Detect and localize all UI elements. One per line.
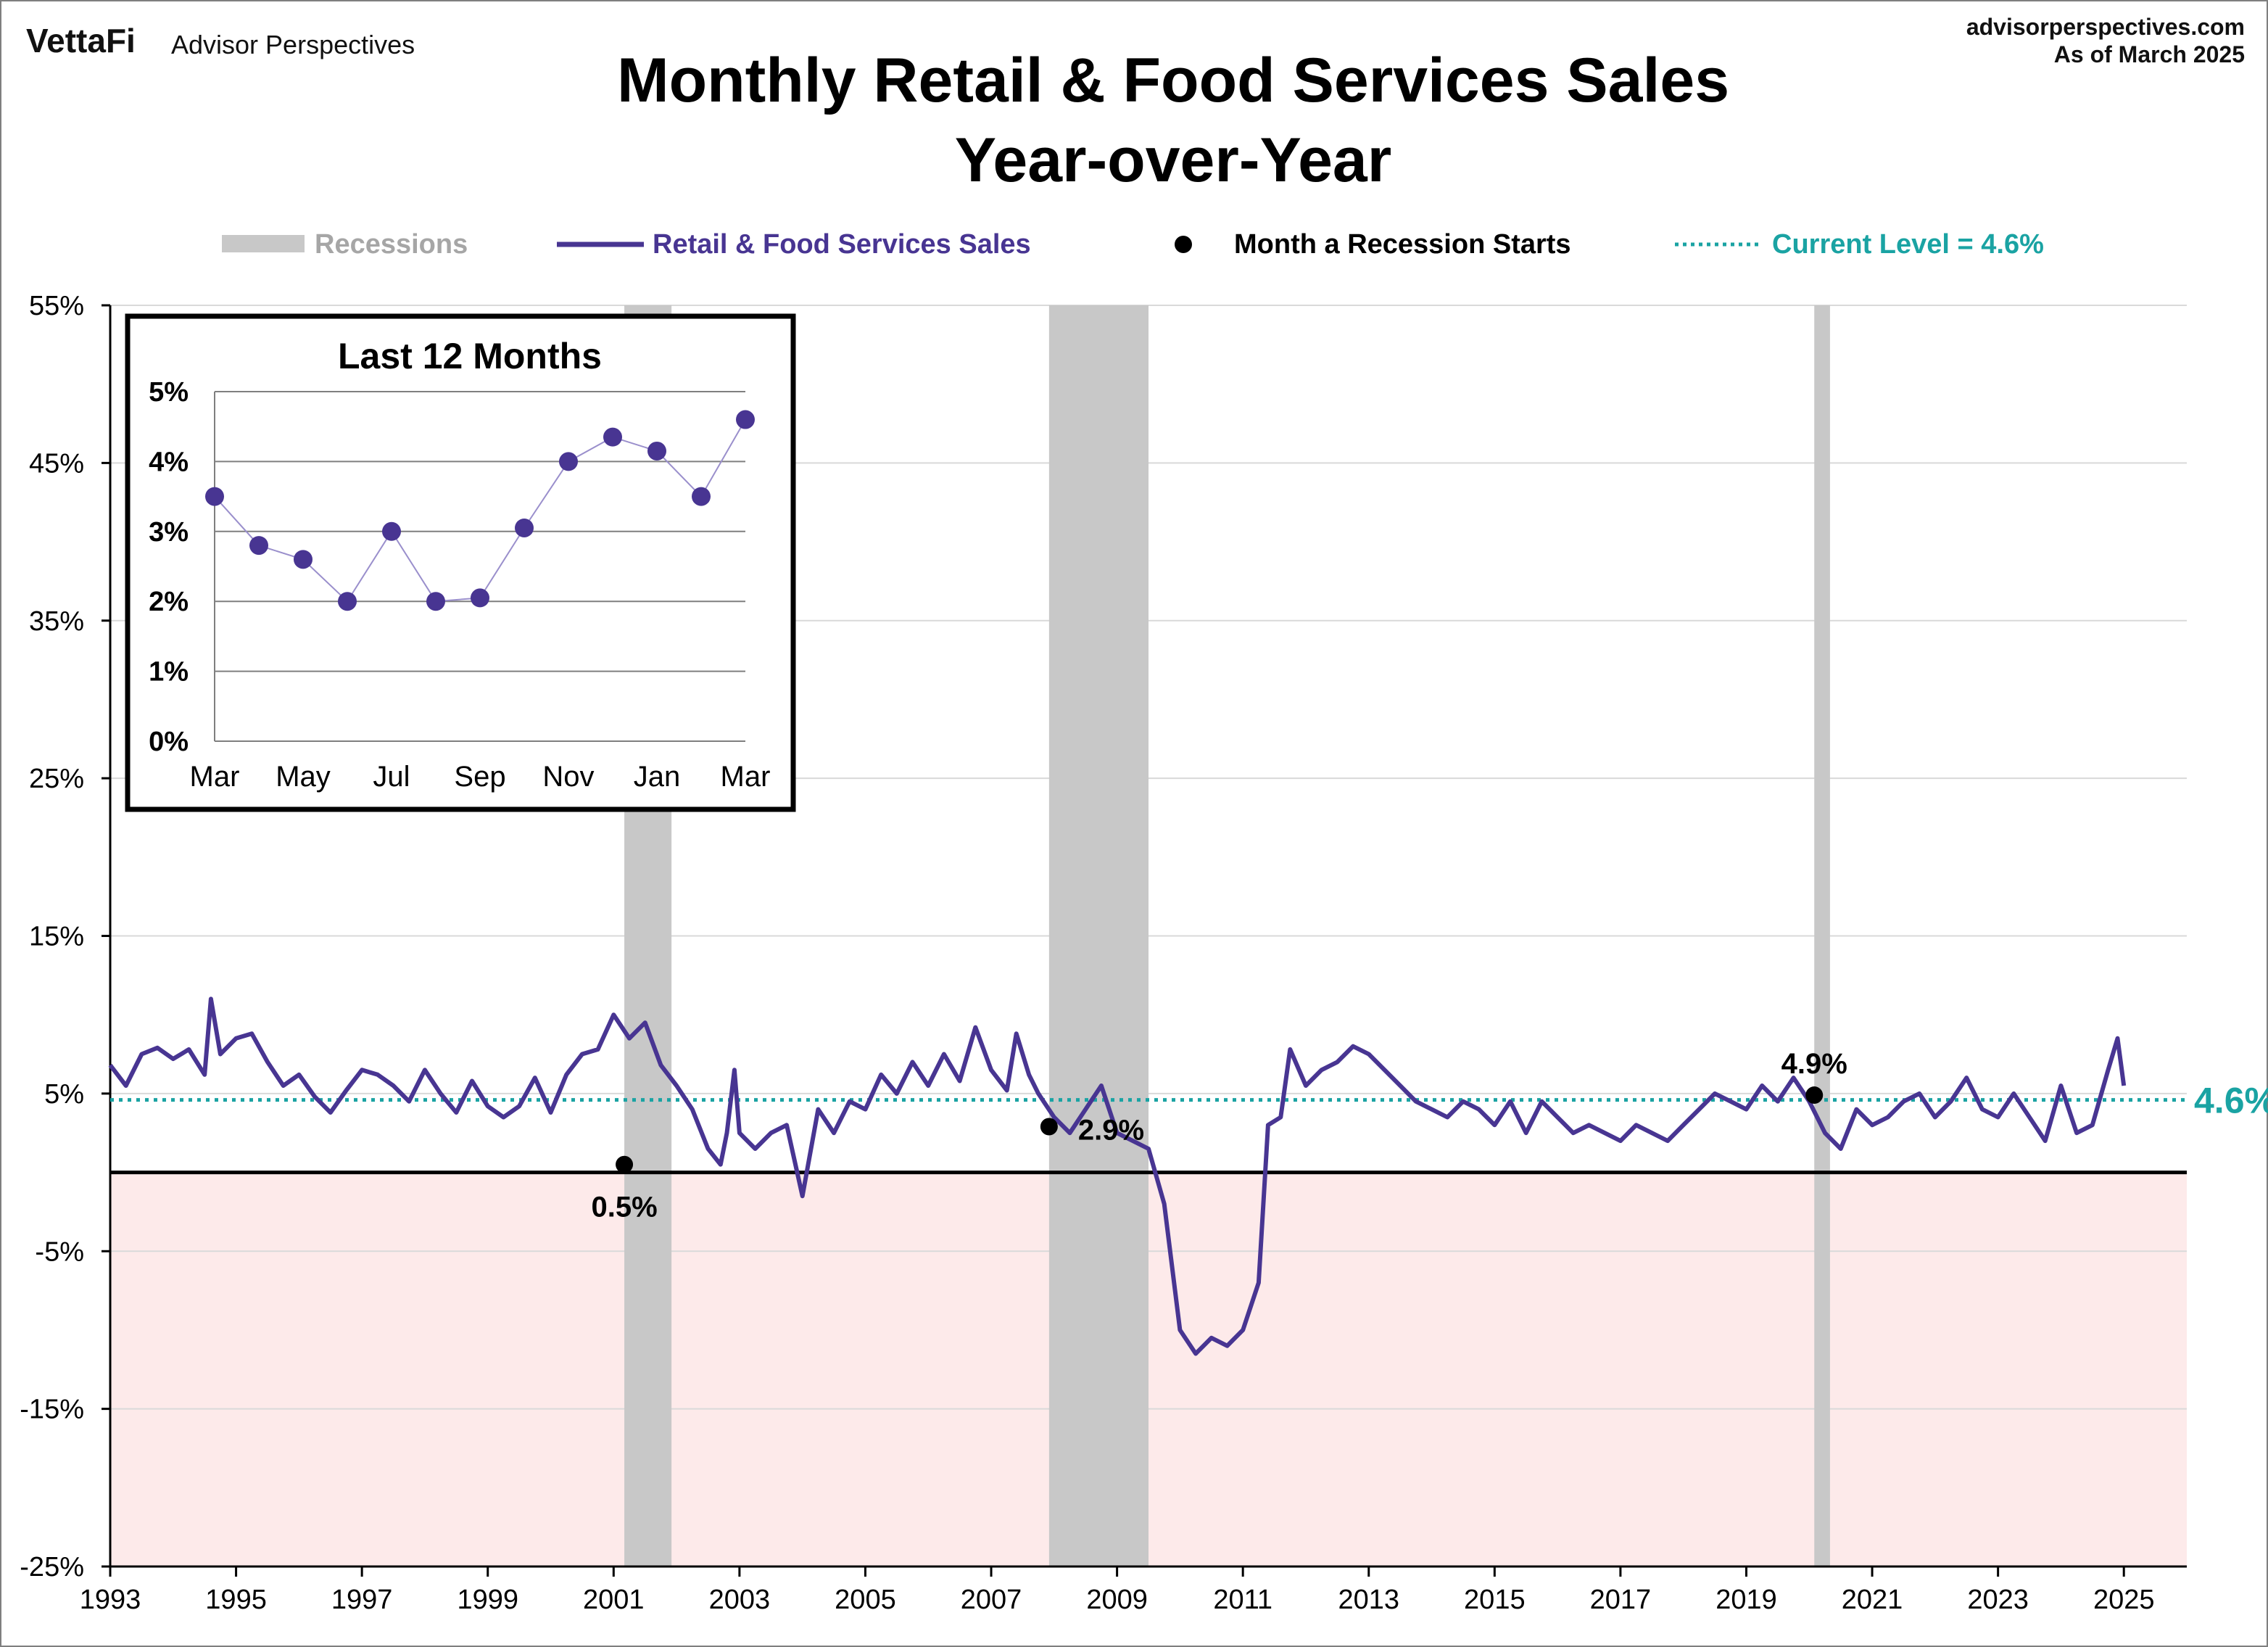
- recession-start-label: 4.9%: [1781, 1048, 1847, 1080]
- x-tick-label: 2015: [1464, 1585, 1526, 1615]
- y-tick-label: 35%: [29, 606, 84, 637]
- series-line-retail-food-sales: [108, 996, 2127, 1356]
- inset-y-tick-label: 2%: [149, 587, 189, 617]
- x-tick-label: 2003: [709, 1585, 771, 1615]
- x-tick-label: 2023: [1967, 1585, 2029, 1615]
- inset-data-point: [249, 536, 268, 556]
- recession-start-dot: [1040, 1118, 1058, 1136]
- inset-data-point: [294, 550, 313, 569]
- inset-x-tick-label: Mar: [190, 761, 240, 793]
- legend-series-label: Retail & Food Services Sales: [653, 229, 1031, 260]
- inset-x-tick-label: May: [276, 761, 331, 793]
- inset-data-point: [426, 592, 445, 611]
- brand-subtitle: Advisor Perspectives: [171, 30, 415, 59]
- recession-band: [1814, 305, 1830, 1566]
- inset-plot: 5%4%3%2%1%0%Mar May Jul Sep Nov Jan Mar: [149, 377, 770, 793]
- inset-data-point: [515, 518, 534, 537]
- legend-current-label: Current Level = 4.6%: [1772, 229, 2044, 260]
- legend-recessions-label: Recessions: [315, 229, 468, 260]
- inset-chart: Last 12 Months 5%4%3%2%1%0%Mar May Jul Sep N…: [125, 313, 796, 812]
- inset-x-tick-label: Jan: [634, 761, 681, 793]
- y-tick-label: -15%: [20, 1395, 84, 1425]
- x-tick-label: 2007: [961, 1585, 1022, 1615]
- main-plot: 55% 45% 35% 25% 15% 5% -5% -15% -25%1993 1995 1997…: [20, 291, 2268, 1615]
- legend-recession-start-dot: [1175, 236, 1192, 253]
- as-of-date: As of March 2025: [2054, 41, 2245, 67]
- y-tick-label: -5%: [35, 1237, 84, 1267]
- inset-data-point: [471, 588, 489, 608]
- x-tick-label: 2001: [583, 1585, 645, 1615]
- recession-start-label: 0.5%: [591, 1192, 657, 1223]
- recession-start-dot: [616, 1155, 634, 1173]
- inset-data-point: [692, 487, 711, 506]
- inset-data-point: [647, 441, 666, 461]
- x-tick-label: 2017: [1590, 1585, 1652, 1615]
- recession-start-dot: [1805, 1086, 1824, 1105]
- y-tick-label: 5%: [44, 1079, 84, 1110]
- y-tick-label: 55%: [29, 291, 84, 321]
- x-tick-label: 2025: [2093, 1585, 2155, 1615]
- inset-y-tick-label: 1%: [149, 657, 189, 688]
- y-tick-label: 25%: [29, 764, 84, 794]
- inset-x-tick-label: Mar: [721, 761, 771, 793]
- inset-y-tick-label: 4%: [149, 447, 189, 477]
- y-tick-label: 15%: [29, 922, 84, 952]
- y-tick-label: -25%: [20, 1552, 84, 1582]
- legend-recession-start-label: Month a Recession Starts: [1234, 229, 1571, 260]
- x-tick-label: 1999: [457, 1585, 518, 1615]
- inset-data-point: [382, 521, 401, 541]
- inset-data-point: [338, 592, 357, 611]
- x-tick-label: 1995: [205, 1585, 267, 1615]
- inset-data-point: [559, 452, 578, 471]
- chart-subtitle: Year-over-Year: [955, 125, 1391, 195]
- x-tick-label: 2005: [835, 1585, 896, 1615]
- x-tick-label: 1997: [331, 1585, 393, 1615]
- x-tick-label: 1993: [80, 1585, 141, 1615]
- inset-data-point: [736, 410, 755, 429]
- inset-x-tick-label: Jul: [373, 761, 410, 793]
- legend-recession-swatch: [222, 235, 305, 252]
- inset-x-tick-label: Sep: [454, 761, 505, 793]
- inset-data-point: [205, 487, 224, 506]
- inset-title: Last 12 Months: [338, 336, 602, 376]
- site-url: advisorperspectives.com: [1966, 14, 2245, 40]
- recession-start-label: 2.9%: [1078, 1115, 1144, 1147]
- x-tick-label: 2019: [1716, 1585, 1777, 1615]
- chart-title: Monthly Retail & Food Services Sales: [617, 46, 1729, 115]
- inset-x-tick-label: Nov: [542, 761, 594, 793]
- inset-frame: [125, 313, 796, 812]
- current-level-label: 4.6%: [2194, 1081, 2268, 1121]
- brand-logo: VettaFi: [26, 22, 136, 59]
- legend: Recessions Retail & Food Services Sales …: [222, 229, 2044, 260]
- inset-y-tick-label: 3%: [149, 517, 189, 548]
- x-tick-label: 2009: [1086, 1585, 1148, 1615]
- x-tick-label: 2011: [1213, 1585, 1272, 1615]
- inset-data-point: [603, 427, 622, 447]
- x-tick-label: 2013: [1338, 1585, 1399, 1615]
- inset-y-tick-label: 5%: [149, 377, 189, 408]
- y-tick-label: 45%: [29, 448, 84, 479]
- recession-band: [1048, 305, 1149, 1566]
- inset-y-tick-label: 0%: [149, 727, 189, 757]
- x-tick-label: 2021: [1842, 1585, 1903, 1615]
